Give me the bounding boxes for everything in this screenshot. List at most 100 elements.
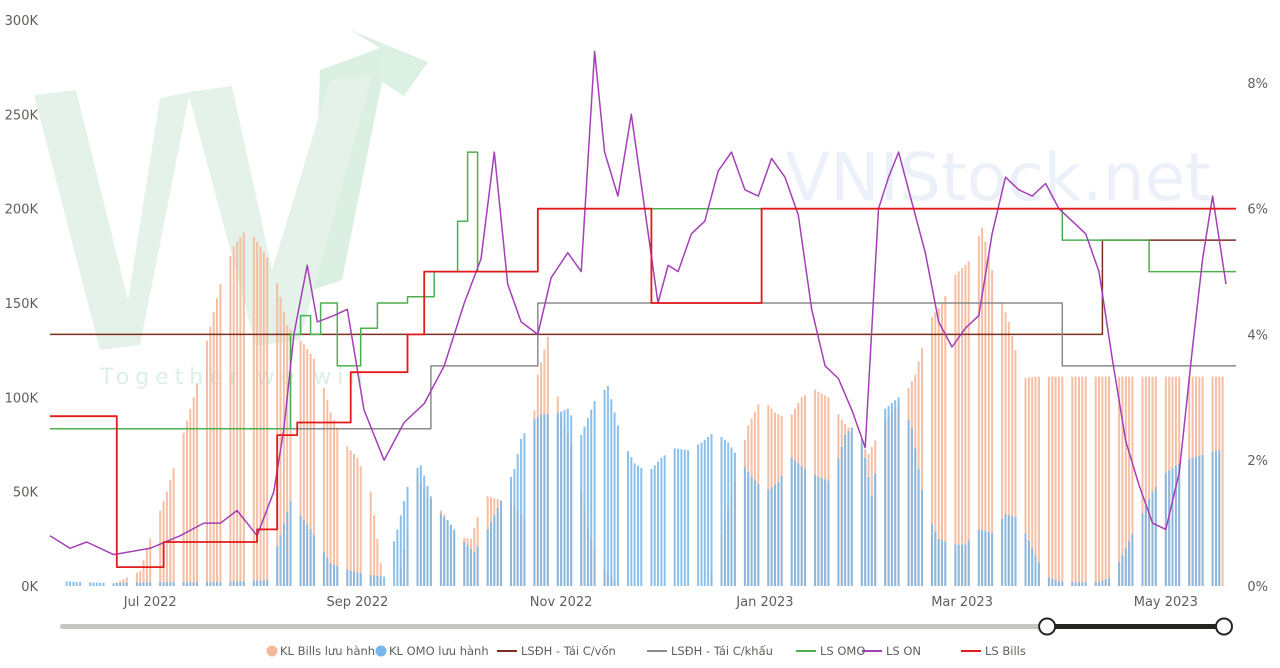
legend-item[interactable]: LS OMO [796, 644, 865, 658]
bar [680, 449, 683, 586]
bar [159, 510, 162, 586]
bar [353, 571, 355, 586]
bar [1154, 376, 1157, 586]
bar [683, 449, 686, 586]
bar [917, 469, 920, 586]
legend-item[interactable]: LSĐH - Tái C/vốn [497, 644, 616, 658]
bar [613, 412, 616, 586]
bar [329, 563, 332, 586]
bar [797, 463, 800, 586]
bar [1151, 491, 1154, 586]
bar [322, 552, 325, 586]
bar [944, 295, 947, 586]
bar [262, 580, 265, 586]
bar [603, 389, 606, 586]
bar [700, 442, 703, 586]
x-tick-label: May 2023 [1134, 595, 1198, 610]
bar [309, 353, 312, 586]
bar [1094, 582, 1097, 586]
bar [256, 580, 259, 586]
bar [486, 529, 489, 586]
bar [757, 484, 760, 586]
legend-item[interactable]: KL OMO lưu hành [375, 644, 489, 658]
bar [890, 403, 893, 586]
bar [379, 576, 382, 586]
bar [1034, 555, 1037, 586]
bar [429, 496, 432, 586]
y-left-tick-label: 0K [21, 580, 38, 595]
bar [172, 468, 175, 586]
bar [897, 397, 900, 586]
bar [1154, 486, 1157, 586]
bar [182, 582, 185, 586]
bar [707, 437, 710, 586]
legend: KL Bills lưu hành KL OMO lưu hành LSĐH - T… [266, 644, 1026, 658]
bar [192, 397, 195, 586]
bar [262, 252, 265, 586]
bar [333, 420, 335, 586]
y-right-tick-label: 0% [1247, 580, 1268, 595]
bar [466, 545, 469, 586]
bar [373, 575, 376, 586]
bar [1007, 321, 1010, 586]
legend-swatch-dot [375, 645, 387, 657]
bar [1171, 468, 1174, 586]
legend-item[interactable]: LS Bills [961, 644, 1026, 658]
bar [356, 457, 359, 586]
y-right-tick-label: 6% [1247, 203, 1268, 218]
bar [189, 409, 192, 586]
bar [687, 450, 690, 586]
bar [536, 416, 539, 586]
bar [336, 565, 339, 586]
bar [376, 575, 379, 586]
bar [697, 444, 700, 586]
x-tick-label: Sep 2022 [327, 595, 389, 610]
bar [369, 491, 372, 586]
bar [500, 501, 502, 586]
bar [333, 564, 335, 586]
bar [242, 581, 245, 586]
bar [1168, 470, 1171, 586]
bar [75, 581, 78, 586]
bar [533, 419, 536, 586]
bar [162, 582, 165, 586]
legend-item[interactable]: LS ON [862, 644, 921, 658]
bar [312, 535, 315, 586]
line-lsdh-tai-c-von [50, 239, 1236, 336]
bar [329, 412, 332, 586]
legend-item[interactable]: KL Bills lưu hành [266, 644, 376, 658]
bar [282, 523, 285, 586]
bar [1007, 515, 1010, 587]
bar [590, 409, 593, 586]
bar [236, 241, 239, 586]
slider-track[interactable] [60, 624, 1228, 629]
bar [1054, 376, 1057, 586]
slider-handle-start[interactable] [1038, 617, 1057, 636]
bar [987, 255, 990, 587]
bar [556, 412, 559, 586]
y-left-tick-label: 300K [5, 14, 39, 29]
bar [309, 529, 312, 586]
bar [196, 383, 198, 586]
bar [259, 580, 262, 586]
bar [1104, 376, 1107, 586]
bar [89, 582, 92, 586]
bar [172, 582, 175, 586]
bar [326, 400, 329, 586]
legend-item[interactable]: LSĐH - Tái C/khấu [647, 644, 773, 658]
y-right-tick-label: 4% [1247, 328, 1268, 343]
bar [302, 520, 305, 586]
bar [92, 582, 95, 586]
bar [850, 427, 853, 586]
slider-handle-end[interactable] [1215, 617, 1233, 636]
bar [1004, 312, 1007, 586]
bar [967, 540, 970, 586]
range-slider[interactable] [60, 617, 1233, 636]
bar [232, 246, 235, 586]
bar [1054, 580, 1057, 586]
bar [302, 344, 305, 586]
bar-layer [65, 227, 1224, 587]
bar [921, 489, 923, 586]
bar [874, 473, 877, 586]
bar [102, 582, 105, 586]
